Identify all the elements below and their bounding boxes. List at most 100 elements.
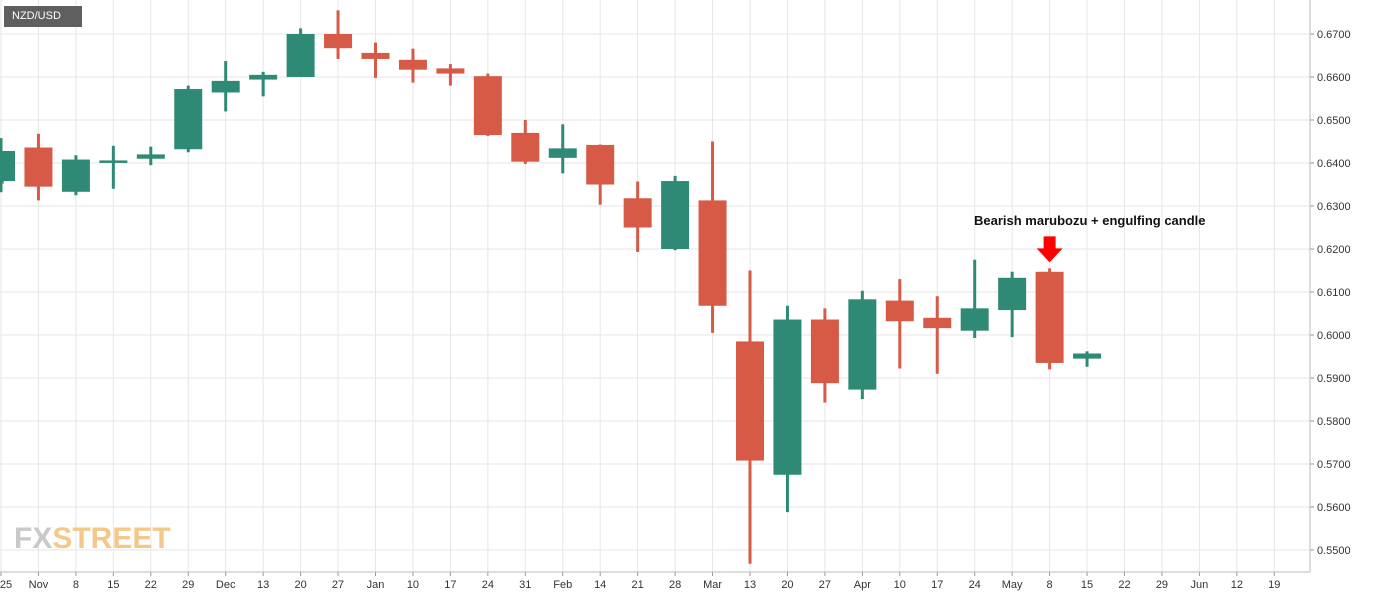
x-tick-label: 28 [669,579,681,591]
candle-bearish [473,73,502,136]
x-tick-label: Dec [216,579,236,591]
x-tick-label: 13 [744,579,756,591]
candle-bullish [286,28,315,77]
x-tick-label: 19 [1268,579,1280,591]
x-tick-label: Apr [854,579,871,591]
x-tick-label: 15 [107,579,119,591]
candle-body [1035,271,1064,363]
y-tick-label: 0.5900 [1317,373,1351,385]
candle-body [586,144,615,185]
x-tick-label: 8 [73,579,79,591]
candle-bearish [736,270,764,564]
x-tick-label: 20 [781,579,793,591]
candle-body [548,148,577,158]
x-tick-label: May [1002,579,1023,591]
candle-bullish [998,271,1027,338]
x-tick-label: 10 [894,579,906,591]
x-tick-label: 27 [332,579,344,591]
candle-body [511,132,540,162]
candle-bearish [885,279,914,369]
candle-bullish [249,71,278,97]
candle-bullish [61,155,90,196]
y-tick-label: 0.6700 [1317,29,1351,41]
x-tick-label: 29 [182,579,194,591]
candle-bearish [1035,268,1064,370]
y-tick-label: 0.6200 [1317,244,1351,256]
y-tick-label: 0.5500 [1317,545,1351,557]
candle-bearish [810,308,839,403]
axes: 0.5500 0.5600 0.5700 0.5800 0.5900 0.6000 0.61… [0,0,1351,591]
candle-bullish [548,124,577,174]
x-tick-label: 10 [407,579,419,591]
x-tick-label: Jun [1191,579,1209,591]
candle-bullish [211,61,240,112]
candle-bearish [398,48,427,83]
x-tick-label: 8 [1047,579,1053,591]
candle-body [211,80,240,93]
candle-bearish [436,64,465,86]
x-tick-label: 22 [1118,579,1130,591]
x-tick-label: 27 [819,579,831,591]
candle-body [136,154,165,159]
grid-lines [0,0,1310,572]
candle-body [24,147,53,187]
candle-bullish [661,175,690,251]
candle-body [0,150,15,182]
candle-body [361,52,390,59]
y-tick-label: 0.6100 [1317,287,1351,299]
symbol-label: NZD/USD [4,6,82,27]
candle-bullish [1073,351,1102,367]
candle-body [174,89,203,150]
x-tick-label: 17 [444,579,456,591]
annotation-text: Bearish marubozu + engulfing candle [974,213,1206,228]
logo-part-street: STREET [52,522,171,555]
candle-bearish [324,10,353,59]
y-tick-label: 0.5800 [1317,416,1351,428]
y-tick-label: 0.6400 [1317,158,1351,170]
x-tick-label: Mar [703,579,722,591]
y-tick-label: 0.6300 [1317,201,1351,213]
candle-body [398,59,427,70]
x-tick-label: Jan [367,579,385,591]
x-tick-label: 12 [1231,579,1243,591]
candle-bearish [361,42,390,78]
x-tick-label: 14 [594,579,606,591]
candle-bullish [848,290,877,400]
candle-body [436,68,465,74]
candle-body [61,159,90,192]
x-tick-label: 31 [519,579,531,591]
candle-bearish [511,120,540,164]
candle-body [848,299,877,390]
x-tick-label: 17 [931,579,943,591]
x-tick-label: 15 [1081,579,1093,591]
candle-bearish [24,133,53,201]
candle-body [810,319,839,384]
candle-bullish [136,146,165,166]
candle-bullish [773,305,802,513]
candle-bullish [99,145,128,189]
candle-body [998,277,1027,311]
candle-bullish [0,138,15,193]
x-tick-label: Nov [29,579,49,591]
candle-body [324,34,353,49]
x-tick-label: 24 [482,579,494,591]
candle-body [698,200,727,306]
y-tick-label: 0.5600 [1317,502,1351,514]
candles [0,10,1102,564]
candle-body [249,74,278,80]
annotation-arrow-layer [1036,236,1063,263]
candle-body [923,317,952,329]
candle-bearish [586,144,615,205]
down-arrow-icon [1036,236,1063,263]
candle-body [286,34,315,77]
x-tick-label: 20 [294,579,306,591]
candle-bullish [960,259,989,339]
candle-body [1073,353,1102,359]
candle-body [736,341,764,461]
candle-body [885,300,914,322]
candle-body [623,198,652,228]
x-tick-label: 29 [1156,579,1168,591]
x-tick-label: 24 [969,579,981,591]
